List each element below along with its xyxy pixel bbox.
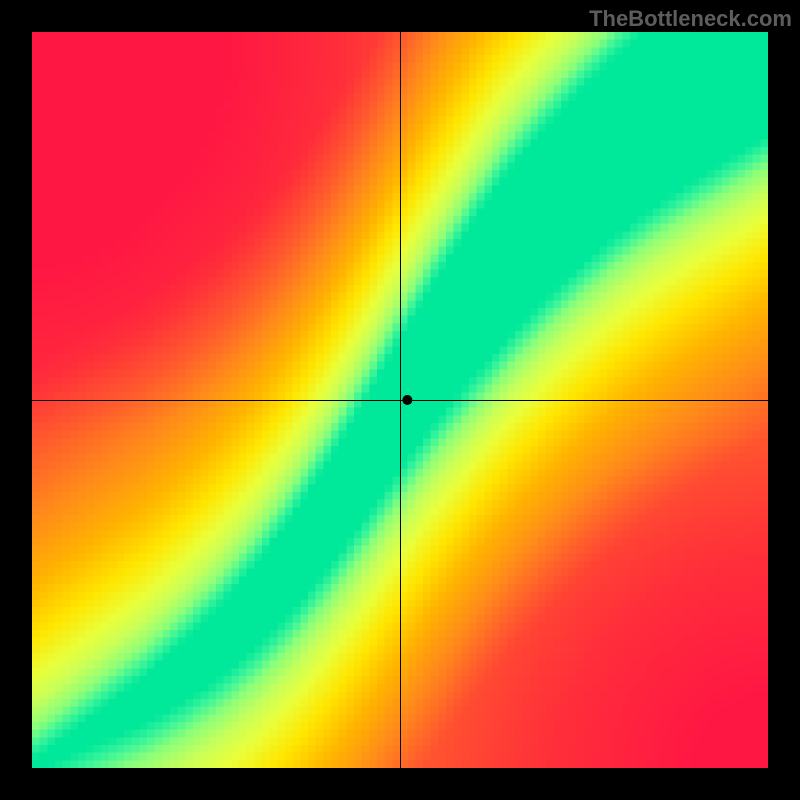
heatmap-plot <box>32 32 768 768</box>
heatmap-overlay <box>32 32 768 768</box>
watermark-text: TheBottleneck.com <box>589 6 792 32</box>
chart-frame: TheBottleneck.com <box>0 0 800 800</box>
